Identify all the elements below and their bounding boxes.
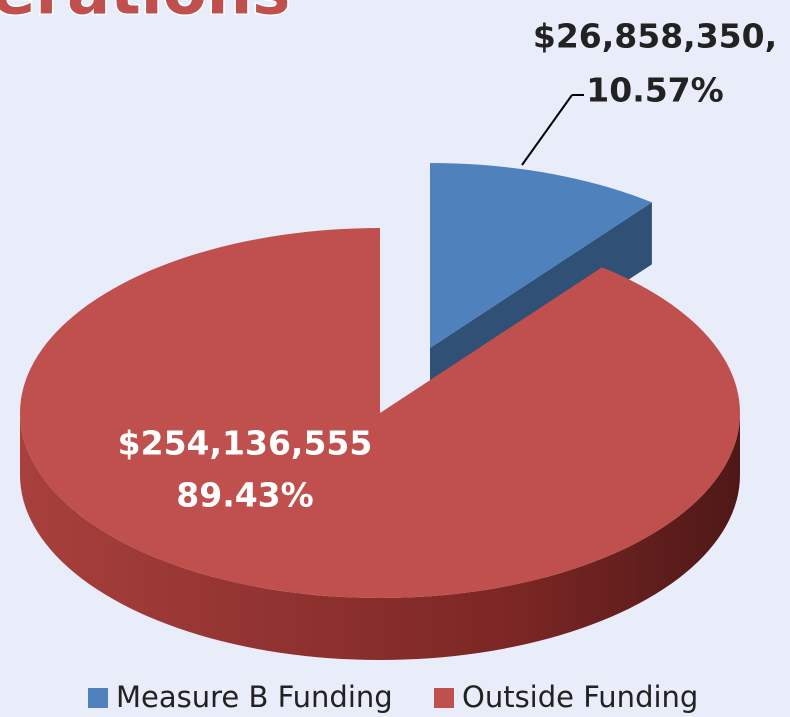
legend-label: Measure B Funding — [116, 680, 393, 714]
slice-side — [20, 413, 740, 660]
legend-swatch — [434, 688, 454, 708]
legend-swatch — [88, 688, 108, 708]
chart-title: erations — [0, 0, 290, 30]
slice — [430, 163, 652, 348]
data-label: $26,858,350, — [533, 17, 777, 56]
data-label: 10.57% — [586, 71, 723, 110]
leader-line — [521, 94, 573, 166]
data-label: 89.43% — [176, 476, 313, 515]
data-label: $254,136,555 — [118, 424, 373, 463]
legend-label: Outside Funding — [462, 680, 698, 714]
slice — [20, 228, 740, 598]
